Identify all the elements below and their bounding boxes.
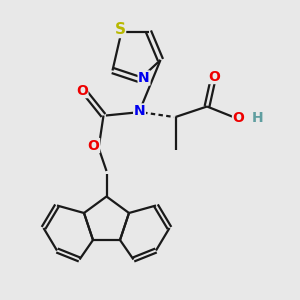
Text: S: S	[115, 22, 125, 38]
Text: H: H	[252, 112, 264, 125]
Text: O: O	[76, 84, 88, 98]
Text: O: O	[208, 70, 220, 83]
Text: O: O	[88, 139, 100, 152]
Text: N: N	[134, 104, 145, 118]
Text: N: N	[138, 71, 150, 85]
Text: O: O	[232, 112, 244, 125]
